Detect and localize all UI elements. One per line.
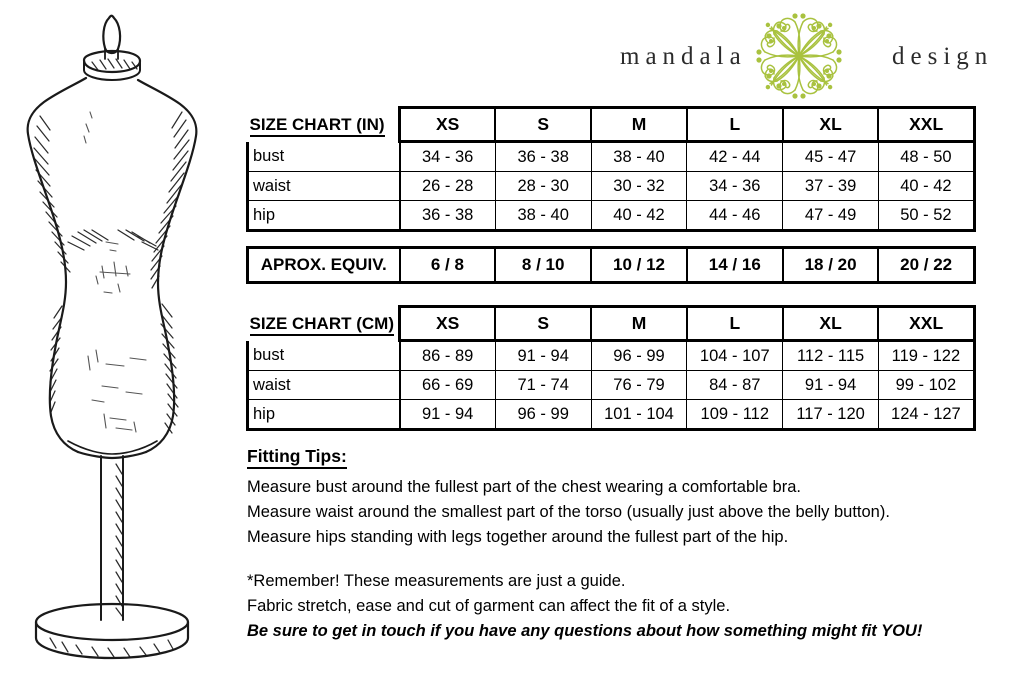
cell-waist-s: 71 - 74 <box>494 370 592 400</box>
cell-hip-xs: 91 - 94 <box>399 399 496 431</box>
row-header-hip: hip <box>246 200 401 232</box>
column-header-l: L <box>685 305 784 342</box>
table-row: hip 36 - 38 38 - 40 40 - 42 44 - 46 47 -… <box>246 200 976 232</box>
cell-waist-l: 84 - 87 <box>686 370 784 400</box>
column-header-xl: XL <box>781 305 880 342</box>
cell-waist-xxl: 40 - 42 <box>877 171 976 201</box>
column-header-xs: XS <box>398 305 497 342</box>
cell-bust-l: 104 - 107 <box>686 340 784 371</box>
cell-hip-l: 44 - 46 <box>686 200 784 232</box>
cell-hip-xl: 47 - 49 <box>782 200 879 232</box>
row-header-bust: bust <box>246 141 401 172</box>
column-header-xxl: XXL <box>877 106 976 143</box>
equiv-xl: 18 / 20 <box>781 246 880 284</box>
equiv-s: 8 / 10 <box>494 246 593 284</box>
table-row: bust 86 - 89 91 - 94 96 - 99 104 - 107 1… <box>246 340 976 371</box>
cell-waist-xs: 66 - 69 <box>399 370 496 400</box>
cell-hip-xxl: 124 - 127 <box>877 399 976 431</box>
equiv-l: 14 / 16 <box>685 246 784 284</box>
size-chart-centimeters: SIZE CHART (CM) XS S M L XL XXL bust 86 … <box>246 305 976 431</box>
cell-waist-xl: 37 - 39 <box>782 171 879 201</box>
dress-form-mannequin-sketch <box>26 14 198 660</box>
cell-waist-l: 34 - 36 <box>686 171 784 201</box>
cell-hip-m: 101 - 104 <box>590 399 688 431</box>
size-chart-inches: SIZE CHART (IN) XS S M L XL XXL bust 34 … <box>246 106 976 232</box>
cell-hip-l: 109 - 112 <box>686 399 784 431</box>
cell-hip-m: 40 - 42 <box>590 200 688 232</box>
chart-in-title: SIZE CHART (IN) <box>248 108 400 142</box>
table-row: bust 34 - 36 36 - 38 38 - 40 42 - 44 45 … <box>246 141 976 172</box>
column-header-m: M <box>590 305 688 342</box>
brand-name-mandala: mandala <box>620 43 747 70</box>
cell-waist-s: 28 - 30 <box>494 171 592 201</box>
row-header-bust: bust <box>246 340 401 371</box>
mandala-ornament-icon <box>756 13 842 99</box>
row-header-waist: waist <box>246 370 401 400</box>
cell-waist-xs: 26 - 28 <box>399 171 496 201</box>
cell-bust-m: 96 - 99 <box>590 340 688 371</box>
table-row: APROX. EQUIV. 6 / 8 8 / 10 10 / 12 14 / … <box>246 246 976 284</box>
note-remember: *Remember! These measurements are just a… <box>247 572 626 591</box>
equiv-xxl: 20 / 22 <box>877 246 976 284</box>
column-header-xxl: XXL <box>877 305 976 342</box>
tip-line-bust: Measure bust around the fullest part of … <box>247 478 801 497</box>
cell-bust-xl: 45 - 47 <box>782 141 879 172</box>
note-fabric-stretch: Fabric stretch, ease and cut of garment … <box>247 597 731 616</box>
cell-hip-xs: 36 - 38 <box>399 200 496 232</box>
row-header-hip: hip <box>246 399 401 431</box>
tip-line-hips: Measure hips standing with legs together… <box>247 528 789 547</box>
column-header-xs: XS <box>398 106 497 143</box>
table-header-row: SIZE CHART (CM) XS S M L XL XXL <box>248 305 976 342</box>
approx-equivalent-row: APROX. EQUIV. 6 / 8 8 / 10 10 / 12 14 / … <box>246 246 976 284</box>
table-row: waist 66 - 69 71 - 74 76 - 79 84 - 87 91… <box>246 370 976 400</box>
cell-bust-m: 38 - 40 <box>590 141 688 172</box>
cell-bust-xl: 112 - 115 <box>782 340 879 371</box>
paragraph-spacer <box>247 550 1007 569</box>
chart-cm-title: SIZE CHART (CM) <box>248 307 400 341</box>
cell-bust-xxl: 48 - 50 <box>877 141 976 172</box>
row-header-waist: waist <box>246 171 401 201</box>
note-get-in-touch: Be sure to get in touch if you have any … <box>247 622 923 641</box>
cell-bust-xs: 34 - 36 <box>399 141 496 172</box>
cell-hip-xl: 117 - 120 <box>782 399 879 431</box>
equiv-xs: 6 / 8 <box>398 246 497 284</box>
column-header-xl: XL <box>781 106 880 143</box>
fitting-tips-section: Fitting Tips: Measure bust around the fu… <box>247 446 1007 644</box>
cell-waist-m: 30 - 32 <box>590 171 688 201</box>
cell-hip-xxl: 50 - 52 <box>877 200 976 232</box>
column-header-s: S <box>494 106 593 143</box>
cell-bust-s: 91 - 94 <box>494 340 592 371</box>
cell-hip-s: 96 - 99 <box>494 399 592 431</box>
brand-logo: mandala <box>600 13 1000 99</box>
cell-waist-xl: 91 - 94 <box>782 370 879 400</box>
table-row: hip 91 - 94 96 - 99 101 - 104 109 - 112 … <box>246 399 976 431</box>
column-header-s: S <box>494 305 593 342</box>
cell-bust-s: 36 - 38 <box>494 141 592 172</box>
cell-waist-m: 76 - 79 <box>590 370 688 400</box>
fitting-tips-heading: Fitting Tips: <box>247 446 1007 469</box>
cell-waist-xxl: 99 - 102 <box>877 370 976 400</box>
cell-bust-l: 42 - 44 <box>686 141 784 172</box>
equiv-label: APROX. EQUIV. <box>246 246 401 284</box>
table-header-row: SIZE CHART (IN) XS S M L XL XXL <box>248 106 976 143</box>
cell-bust-xs: 86 - 89 <box>399 340 496 371</box>
tip-line-waist: Measure waist around the smallest part o… <box>247 503 890 522</box>
table-row: waist 26 - 28 28 - 30 30 - 32 34 - 36 37… <box>246 171 976 201</box>
equiv-m: 10 / 12 <box>590 246 688 284</box>
column-header-l: L <box>685 106 784 143</box>
brand-name-design: design <box>892 43 994 70</box>
column-header-m: M <box>590 106 688 143</box>
cell-hip-s: 38 - 40 <box>494 200 592 232</box>
cell-bust-xxl: 119 - 122 <box>877 340 976 371</box>
